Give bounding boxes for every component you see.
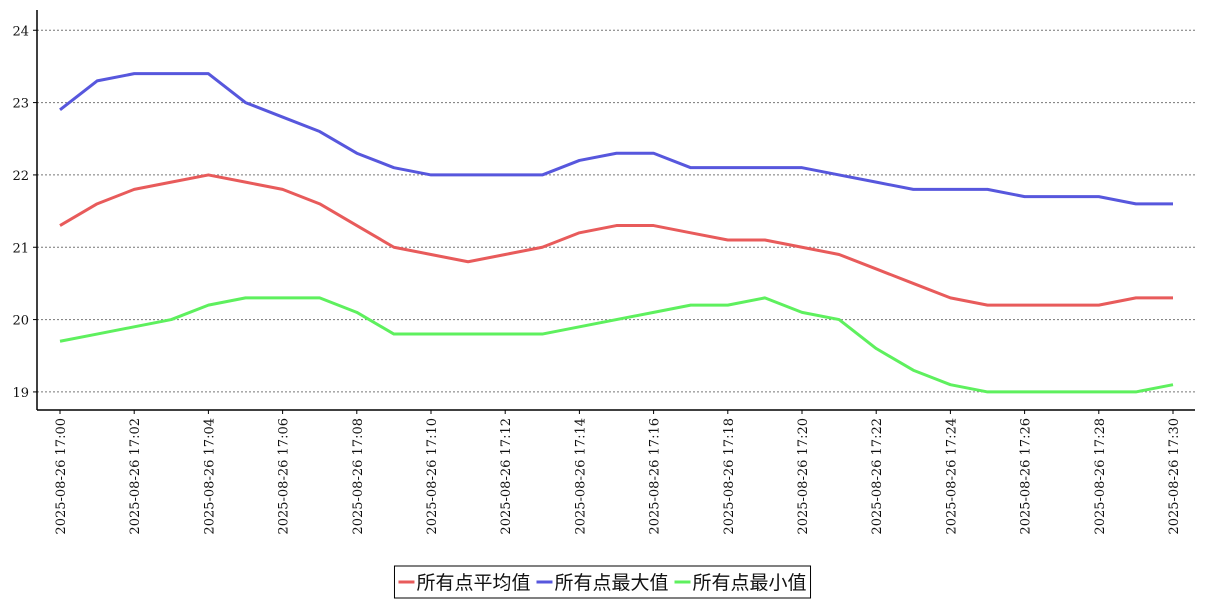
series-line: [59, 72, 1173, 206]
x-tick-label: 2025-08-26 17:08: [351, 418, 366, 535]
y-tick-label: 22: [12, 169, 29, 184]
x-tick-label: 2025-08-26 17:28: [1093, 418, 1108, 535]
x-tick-label: 2025-08-26 17:00: [54, 418, 69, 535]
y-tick-label: 19: [12, 386, 29, 401]
x-tick-label: 2025-08-26 17:18: [722, 418, 737, 535]
x-tick-label: 2025-08-26 17:30: [1167, 418, 1182, 535]
x-tick-label: 2025-08-26 17:12: [499, 418, 514, 535]
x-tick-label: 2025-08-26 17:10: [425, 418, 440, 535]
legend: 所有点平均值 所有点最大值 所有点最小值: [393, 565, 812, 599]
series-line: [59, 296, 1174, 394]
y-tick-label: 23: [12, 97, 29, 112]
y-tick-label: 21: [12, 241, 29, 256]
legend-text: 所有点平均值: [416, 572, 530, 594]
x-tick-label: 2025-08-26 17:24: [944, 418, 959, 535]
x-tick-label: 2025-08-26 17:16: [648, 418, 663, 535]
x-tick-label: 2025-08-26 17:26: [1019, 418, 1034, 535]
legend-text: 所有点最小值: [693, 572, 807, 594]
series-line: [59, 173, 1173, 307]
x-tick-label: 2025-08-26 17:22: [870, 418, 885, 535]
x-tick-label: 2025-08-26 17:14: [573, 418, 588, 535]
legend-box: [393, 565, 812, 599]
x-tick-label: 2025-08-26 17:06: [277, 418, 292, 535]
x-tick-label: 2025-08-26 17:02: [128, 418, 143, 535]
y-tick-label: 24: [12, 24, 29, 39]
x-tick-label: 2025-08-26 17:04: [202, 418, 217, 535]
x-tick-label: 2025-08-26 17:20: [796, 418, 811, 535]
y-tick-label: 20: [12, 314, 29, 329]
legend-text: 所有点最大值: [554, 572, 668, 594]
